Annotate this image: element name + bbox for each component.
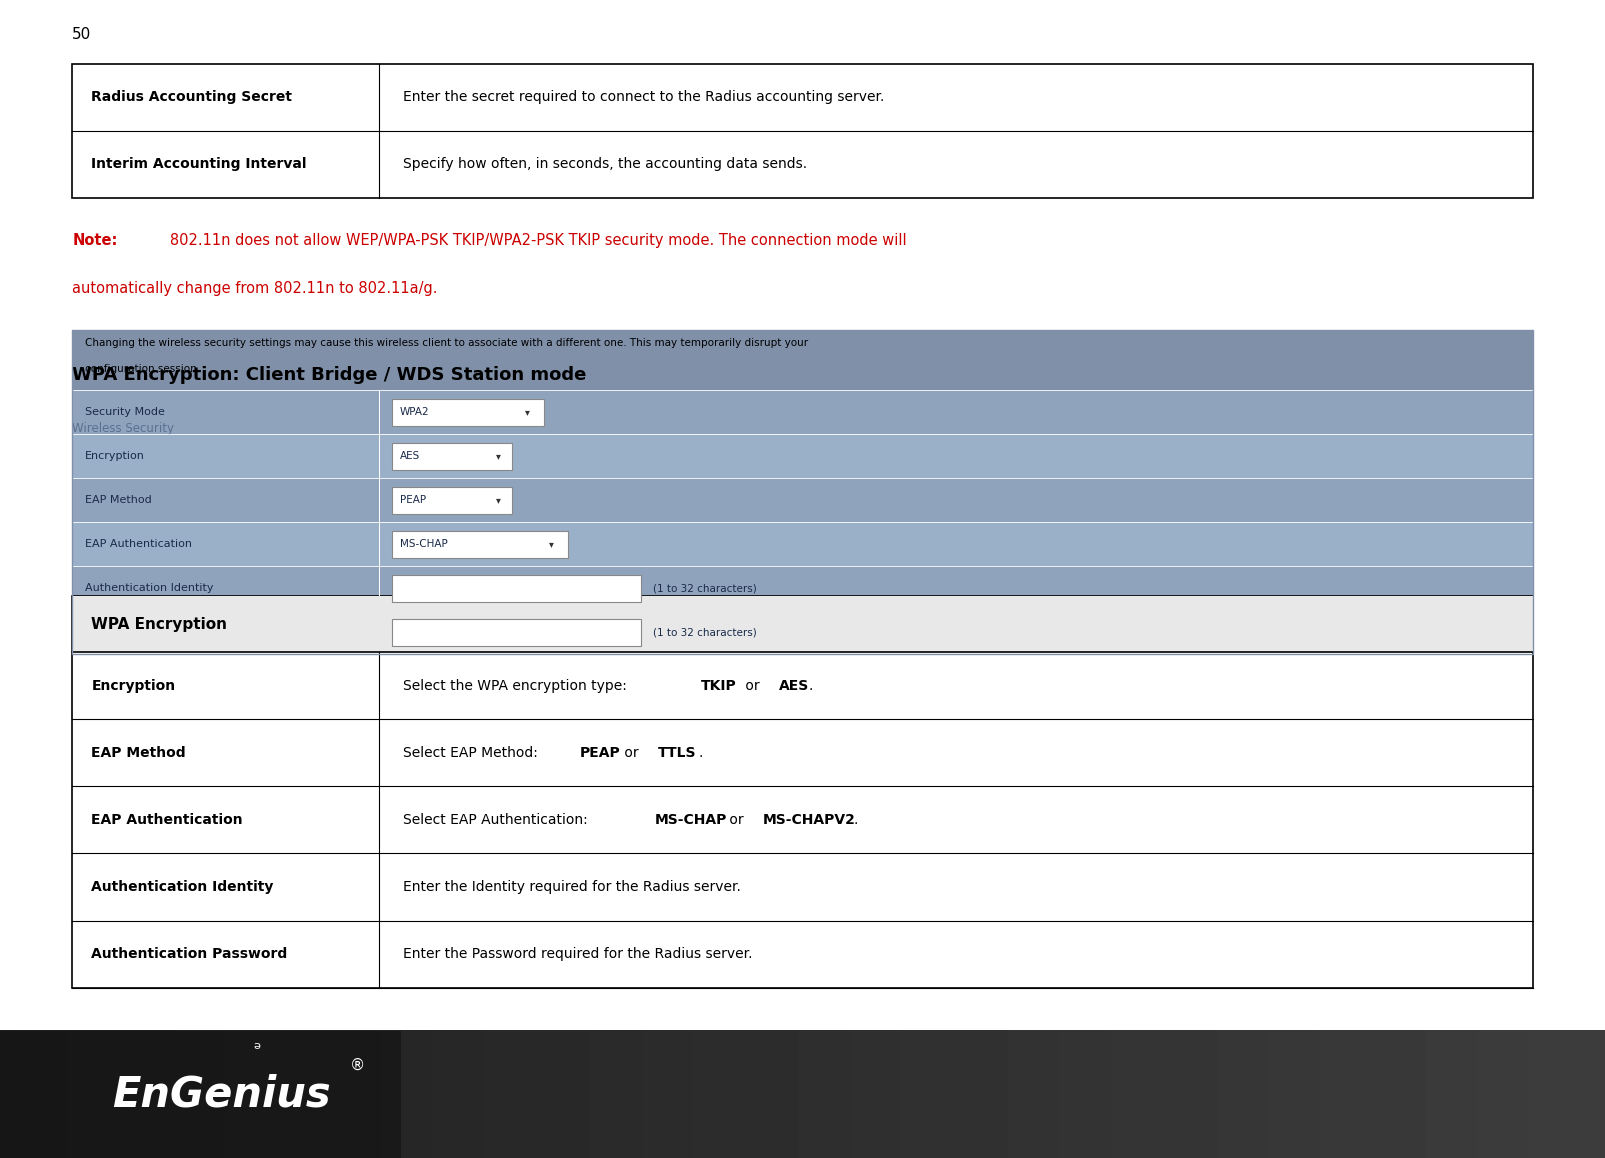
Bar: [72, 330, 1533, 390]
Text: EAP Method: EAP Method: [85, 496, 152, 505]
Text: TKIP: TKIP: [701, 679, 737, 692]
Text: ®: ®: [350, 1058, 366, 1072]
Text: ▾: ▾: [525, 408, 530, 417]
Bar: [72, 596, 1533, 652]
Text: Radius Accounting Secret: Radius Accounting Secret: [91, 90, 292, 104]
Text: or: or: [620, 746, 644, 760]
Text: Changing the wireless security settings may cause this wireless client to associ: Changing the wireless security settings …: [85, 338, 809, 349]
Text: Authentication Password: Authentication Password: [91, 947, 287, 961]
Text: or: or: [742, 679, 764, 692]
Text: Interim Accounting Interval: Interim Accounting Interval: [91, 157, 307, 171]
Bar: [72, 522, 1533, 566]
Text: Specify how often, in seconds, the accounting data sends.: Specify how often, in seconds, the accou…: [403, 157, 807, 171]
Text: EAP Method: EAP Method: [91, 746, 186, 760]
Text: Encryption: Encryption: [85, 452, 144, 461]
Text: AES: AES: [778, 679, 809, 692]
Bar: [72, 434, 1533, 478]
Text: Encryption: Encryption: [91, 679, 175, 692]
Text: MS-CHAPV2: MS-CHAPV2: [762, 813, 855, 827]
Bar: [392, 530, 568, 558]
Text: PEAP: PEAP: [579, 746, 621, 760]
Bar: [72, 330, 1533, 654]
Text: ▾: ▾: [496, 452, 501, 461]
Bar: [392, 398, 544, 426]
Text: ▾: ▾: [549, 540, 554, 549]
Text: TTLS: TTLS: [658, 746, 697, 760]
Text: 802.11n does not allow WEP/WPA-PSK TKIP/WPA2-PSK TKIP security mode. The connect: 802.11n does not allow WEP/WPA-PSK TKIP/…: [156, 233, 907, 248]
Text: Select EAP Authentication:: Select EAP Authentication:: [403, 813, 592, 827]
Text: (1 to 32 characters): (1 to 32 characters): [653, 628, 758, 637]
Text: PEAP: PEAP: [400, 496, 425, 505]
Text: Authentication Identity: Authentication Identity: [85, 584, 213, 593]
Text: automatically change from 802.11n to 802.11a/g.: automatically change from 802.11n to 802…: [72, 281, 438, 296]
Bar: [72, 596, 1533, 988]
Text: configuration session.: configuration session.: [85, 364, 201, 374]
Text: Security Mode: Security Mode: [85, 408, 165, 417]
Text: WPA Encryption: WPA Encryption: [91, 617, 228, 631]
Bar: [0, 1031, 401, 1158]
Text: AES: AES: [400, 452, 421, 461]
Text: .: .: [809, 679, 814, 692]
Text: .: .: [698, 746, 703, 760]
Text: (1 to 32 characters): (1 to 32 characters): [653, 584, 758, 593]
Text: MS-CHAP: MS-CHAP: [400, 540, 448, 549]
Bar: [72, 478, 1533, 522]
Bar: [72, 64, 1533, 198]
Text: Note:: Note:: [72, 233, 117, 248]
Bar: [392, 486, 512, 514]
Bar: [72, 610, 1533, 654]
Bar: [72, 390, 1533, 434]
Text: ᵊ: ᵊ: [254, 1041, 262, 1060]
Text: EAP Authentication: EAP Authentication: [91, 813, 242, 827]
Bar: [392, 442, 512, 470]
Text: Enter the Password required for the Radius server.: Enter the Password required for the Radi…: [403, 947, 753, 961]
Bar: [392, 574, 640, 602]
Text: .: .: [854, 813, 857, 827]
Text: Authentication Identity: Authentication Identity: [91, 880, 274, 894]
Text: Enter the secret required to connect to the Radius accounting server.: Enter the secret required to connect to …: [403, 90, 884, 104]
Text: or: or: [725, 813, 748, 827]
Text: EAP Authentication: EAP Authentication: [85, 540, 193, 549]
Text: Enter the Identity required for the Radius server.: Enter the Identity required for the Radi…: [403, 880, 742, 894]
Bar: [392, 618, 640, 646]
Text: WPA Encryption: Client Bridge / WDS Station mode: WPA Encryption: Client Bridge / WDS Stat…: [72, 366, 586, 384]
Text: 50: 50: [72, 27, 91, 42]
Text: MS-CHAP: MS-CHAP: [655, 813, 727, 827]
Bar: [72, 566, 1533, 610]
Text: WPA2: WPA2: [400, 408, 430, 417]
Text: ▾: ▾: [496, 496, 501, 505]
Text: Authentication Password: Authentication Password: [85, 628, 223, 637]
Text: EnGenius: EnGenius: [112, 1073, 331, 1115]
Text: Wireless Security: Wireless Security: [72, 422, 175, 434]
Text: Select EAP Method:: Select EAP Method:: [403, 746, 542, 760]
Text: Select the WPA encryption type:: Select the WPA encryption type:: [403, 679, 631, 692]
